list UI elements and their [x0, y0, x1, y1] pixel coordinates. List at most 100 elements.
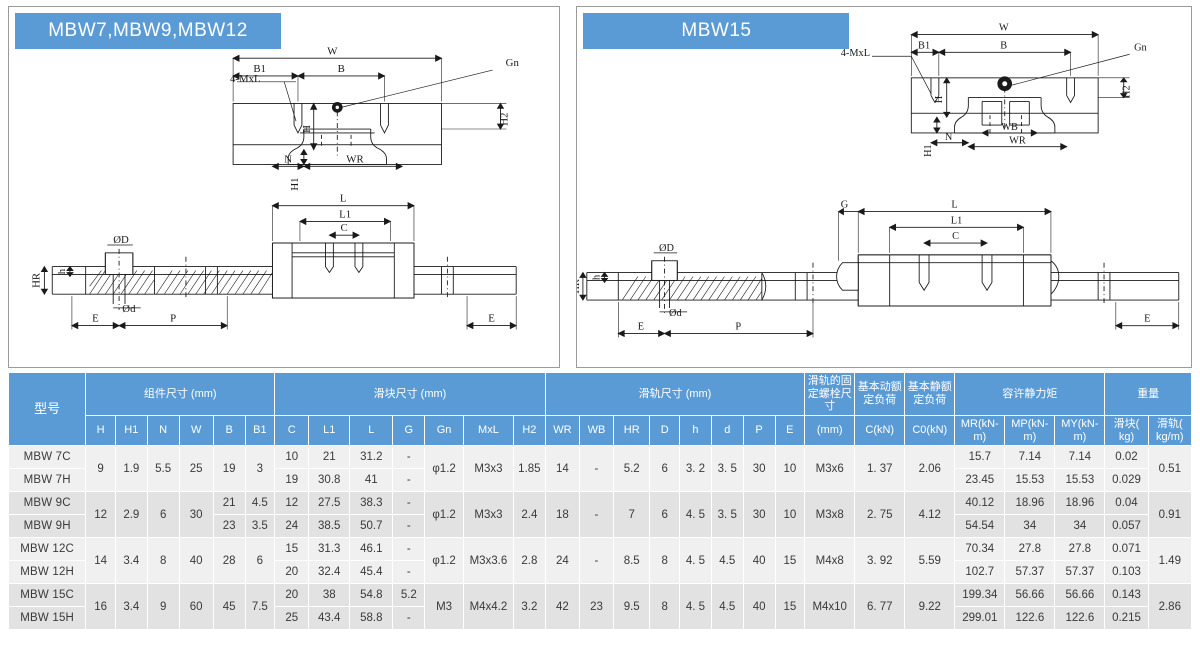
cell-H: 16: [85, 583, 116, 631]
cell-WR: 42: [544, 583, 580, 631]
cell-bolt: M4x8: [804, 537, 856, 585]
cell-W: 60: [178, 583, 214, 631]
cell-d: 3. 5: [710, 445, 744, 493]
cell-MP: 27.8: [1004, 537, 1056, 562]
table-row: MBW 9H 23 3.5 24 38.5 50.7-54.54 34 34 0.057: [7, 514, 1192, 539]
dim-label-h-r: h: [592, 274, 603, 280]
col-HR: HR: [613, 414, 651, 447]
cell-MR: 15.7: [954, 445, 1006, 470]
cell-h: 4. 5: [678, 491, 712, 539]
cell-C0-kn: 2.06: [904, 445, 956, 493]
cell-block-weight: 0.029: [1104, 468, 1149, 493]
cell-C0-kn: 4.12: [904, 491, 956, 539]
cell-HR: 7: [613, 491, 651, 539]
cell-H1: 3.4: [114, 583, 148, 631]
cell-rail-weight: 0.51: [1147, 445, 1193, 493]
drawing-right-svg: W B1 B Gn 4-MxL H H1 H2 N WB WR L G L1 C…: [577, 23, 1181, 338]
cell-WR: 14: [544, 445, 580, 493]
dim-label-H2: H2: [498, 113, 510, 126]
dim-label-H2-r: H2: [1122, 85, 1133, 98]
cell-L: 41: [349, 468, 394, 493]
cell-Gn: φ1.2: [424, 445, 464, 493]
cell-WB: -: [578, 537, 615, 585]
cell-MP: 7.14: [1004, 445, 1056, 470]
drawing-left-svg: W B1 B Gn 4-MxL H H1 H2 N WR L L1 C HR h…: [30, 45, 520, 330]
drawing-panels: MBW7,MBW9,MBW12: [8, 6, 1192, 368]
cell-L: 45.4: [349, 560, 394, 585]
col-Gn: Gn: [424, 414, 464, 447]
cell-MR: 54.54: [954, 514, 1006, 539]
cell-MxL: M4x4.2: [462, 583, 514, 631]
spec-table-wrap: 型号 组件尺寸 (mm) 滑块尺寸 (mm) 滑轨尺寸 (mm) 滑轨的固定螺栓…: [0, 371, 1200, 631]
col-h: h: [678, 414, 712, 447]
dim-label-L: L: [340, 193, 347, 205]
cell-MR: 70.34: [954, 537, 1006, 562]
cell-L1: 38.5: [308, 514, 351, 539]
header-group-bolt: 滑轨的固定螺栓尺寸: [804, 372, 856, 416]
cell-MY: 56.66: [1054, 583, 1106, 608]
dim-label-E-right: E: [488, 313, 495, 325]
cell-MP: 122.6: [1004, 606, 1056, 631]
cell-N: 8: [146, 537, 180, 585]
cell-G: -: [392, 537, 426, 562]
table-header-row-1: 型号 组件尺寸 (mm) 滑块尺寸 (mm) 滑轨尺寸 (mm) 滑轨的固定螺栓…: [7, 371, 1192, 447]
cell-block-weight: 0.02: [1104, 445, 1149, 470]
cell-WR: 24: [544, 537, 580, 585]
cell-B: 19: [212, 445, 246, 493]
cell-H: 14: [85, 537, 116, 585]
dim-label-4MxL-r: 4-MxL: [841, 48, 870, 59]
dim-label-G-r: G: [841, 200, 849, 211]
dim-label-C-r: C: [953, 231, 960, 242]
spec-table: 型号 组件尺寸 (mm) 滑块尺寸 (mm) 滑轨尺寸 (mm) 滑轨的固定螺栓…: [7, 371, 1193, 631]
cell-MY: 27.8: [1054, 537, 1106, 562]
cell-MR: 40.12: [954, 491, 1006, 516]
cell-bolt: M3x8: [804, 491, 856, 539]
cell-E: 15: [774, 583, 806, 631]
cell-MP: 57.37: [1004, 560, 1056, 585]
cell-C: 20: [274, 560, 310, 585]
table-row: MBW 15H 25 43.4 58.8-299.01 122.6 122.6 0.215: [7, 606, 1192, 631]
cell-h: 4. 5: [678, 583, 712, 631]
cell-B: 21: [212, 491, 246, 516]
cell-rail-weight: 1.49: [1147, 537, 1193, 585]
dim-label-B1: B1: [253, 63, 266, 75]
table-row: MBW 15C 16 3.4 9 60 45 7.5 20 38 54.8 5.2 M3 M4x4.2 3…: [7, 583, 1193, 631]
cell-L1: 30.8: [308, 468, 351, 493]
cell-P: 30: [742, 491, 776, 539]
dim-label-W: W: [327, 45, 338, 57]
cell-H1: 2.9: [114, 491, 148, 539]
col-C0-kn: C0(kN): [904, 414, 956, 447]
dim-label-H1-r: H1: [923, 144, 934, 157]
cell-rail-weight: 0.91: [1147, 491, 1193, 539]
dim-label-H1: H1: [289, 177, 301, 190]
cell-model: MBW 12H: [7, 560, 87, 585]
cell-MP: 34: [1004, 514, 1056, 539]
table-header-row-2: H H1 N W B B1 C L1 L G Gn MxL H2 WR WB H…: [9, 414, 1193, 447]
dim-label-B1-r: B1: [919, 40, 931, 51]
cell-HR: 8.5: [613, 537, 651, 585]
dim-label-Od-r: Ød: [669, 308, 682, 319]
drawing-panel-mbw15: MBW15: [576, 6, 1192, 368]
cell-block-weight: 0.103: [1104, 560, 1149, 585]
header-group-weight: 重量: [1104, 372, 1192, 416]
cell-C: 19: [274, 468, 310, 493]
col-C: C: [274, 414, 310, 447]
panel-title-right: MBW15: [583, 13, 850, 49]
col-H2: H2: [512, 414, 546, 447]
cell-L: 58.8: [349, 606, 394, 631]
cell-L1: 43.4: [308, 606, 351, 631]
cell-MP: 18.96: [1004, 491, 1056, 516]
cell-E: 10: [774, 491, 806, 539]
dim-label-N: N: [284, 153, 292, 165]
cell-L1: 31.3: [308, 537, 351, 562]
cell-Gn: φ1.2: [424, 491, 464, 539]
cell-WB: 23: [578, 583, 615, 631]
cell-H2: 2.8: [512, 537, 546, 585]
cell-D: 6: [649, 491, 680, 539]
cell-MY: 34: [1054, 514, 1106, 539]
dim-label-H: H: [301, 125, 313, 133]
dim-label-Gn: Gn: [506, 57, 520, 69]
drawing-panel-mbw7-9-12: MBW7,MBW9,MBW12: [8, 6, 561, 368]
col-B: B: [212, 414, 246, 447]
